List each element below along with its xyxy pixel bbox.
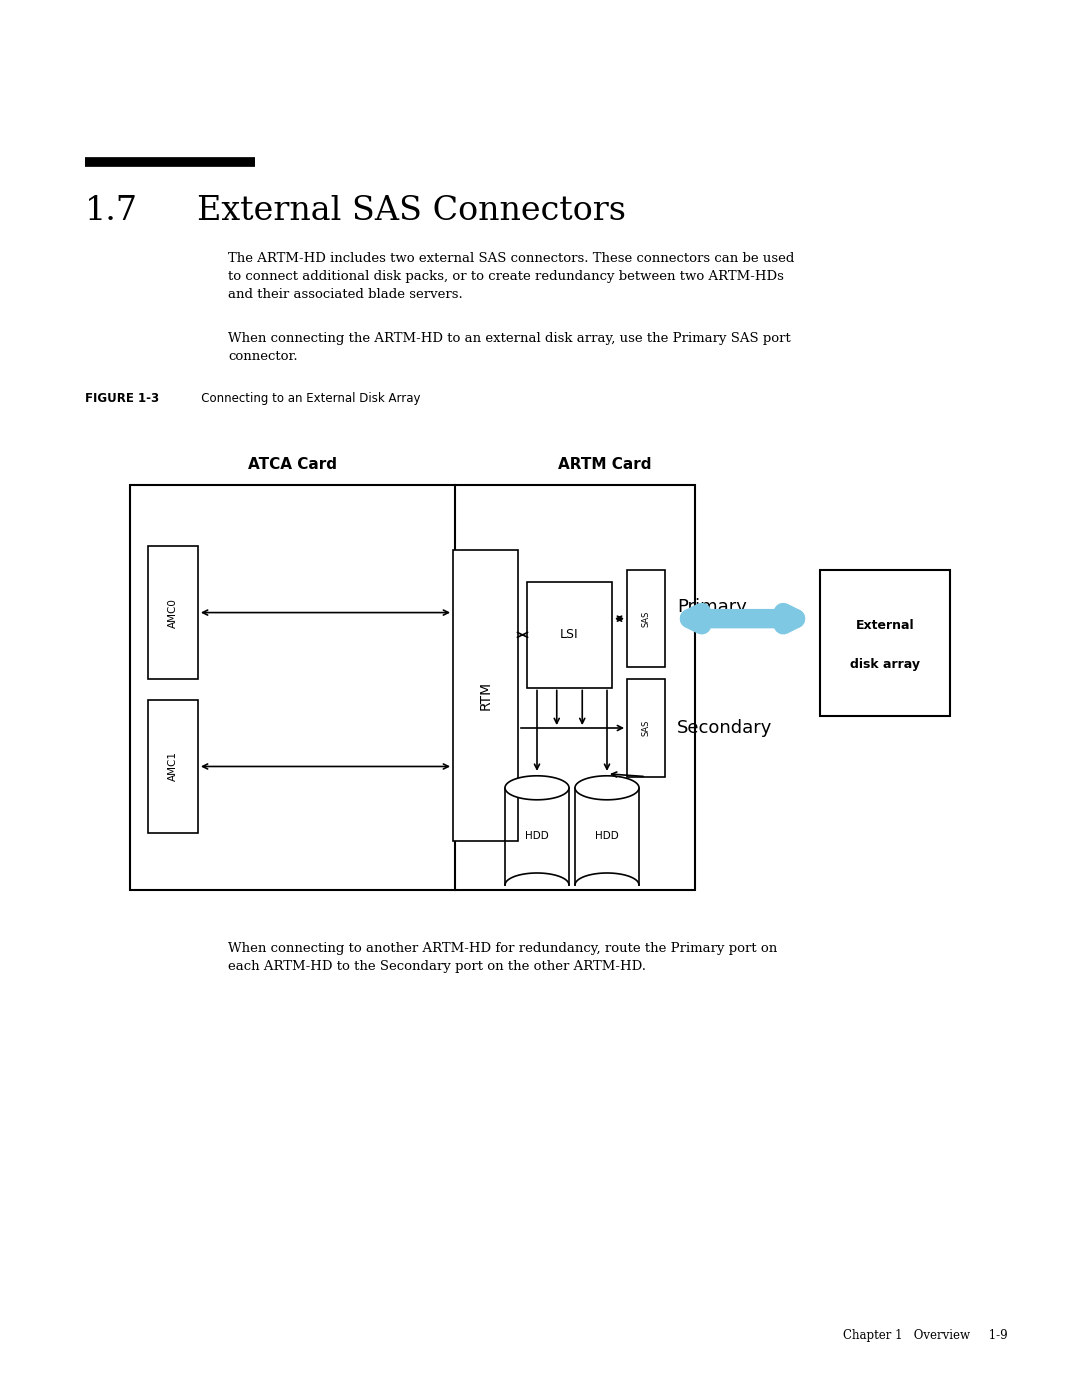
- Text: ARTM Card: ARTM Card: [558, 457, 651, 472]
- Text: External: External: [855, 619, 915, 631]
- Bar: [820, 570, 950, 715]
- Text: LSI: LSI: [561, 629, 579, 641]
- Bar: [627, 570, 665, 668]
- Text: HDD: HDD: [595, 831, 619, 841]
- Text: SAS: SAS: [642, 610, 650, 627]
- Text: RTM: RTM: [478, 682, 492, 710]
- Bar: [130, 485, 696, 890]
- Text: HDD: HDD: [525, 831, 549, 841]
- Bar: [575, 788, 639, 886]
- Bar: [453, 550, 518, 841]
- Text: The ARTM-HD includes two external SAS connectors. These connectors can be used
t: The ARTM-HD includes two external SAS co…: [228, 251, 795, 300]
- Text: External SAS Connectors: External SAS Connectors: [197, 196, 626, 226]
- Text: When connecting the ARTM-HD to an external disk array, use the Primary SAS port
: When connecting the ARTM-HD to an extern…: [228, 332, 791, 363]
- Text: 1.7: 1.7: [85, 196, 138, 226]
- Bar: [148, 700, 198, 833]
- Text: disk array: disk array: [850, 658, 920, 672]
- Polygon shape: [575, 775, 639, 800]
- Text: When connecting to another ARTM-HD for redundancy, route the Primary port on
eac: When connecting to another ARTM-HD for r…: [228, 942, 778, 972]
- Bar: [148, 546, 198, 679]
- Text: AMC0: AMC0: [168, 598, 178, 627]
- Text: FIGURE 1-3: FIGURE 1-3: [85, 393, 159, 405]
- Text: Connecting to an External Disk Array: Connecting to an External Disk Array: [190, 393, 420, 405]
- Text: ATCA Card: ATCA Card: [248, 457, 337, 472]
- Bar: [627, 679, 665, 777]
- Bar: [505, 788, 569, 886]
- Polygon shape: [505, 775, 569, 800]
- Text: Chapter 1   Overview     1-9: Chapter 1 Overview 1-9: [843, 1329, 1008, 1343]
- Text: AMC1: AMC1: [168, 752, 178, 781]
- Text: Secondary: Secondary: [677, 719, 772, 738]
- Text: Primary: Primary: [677, 598, 747, 616]
- Text: SAS: SAS: [642, 719, 650, 736]
- Bar: [527, 583, 612, 687]
